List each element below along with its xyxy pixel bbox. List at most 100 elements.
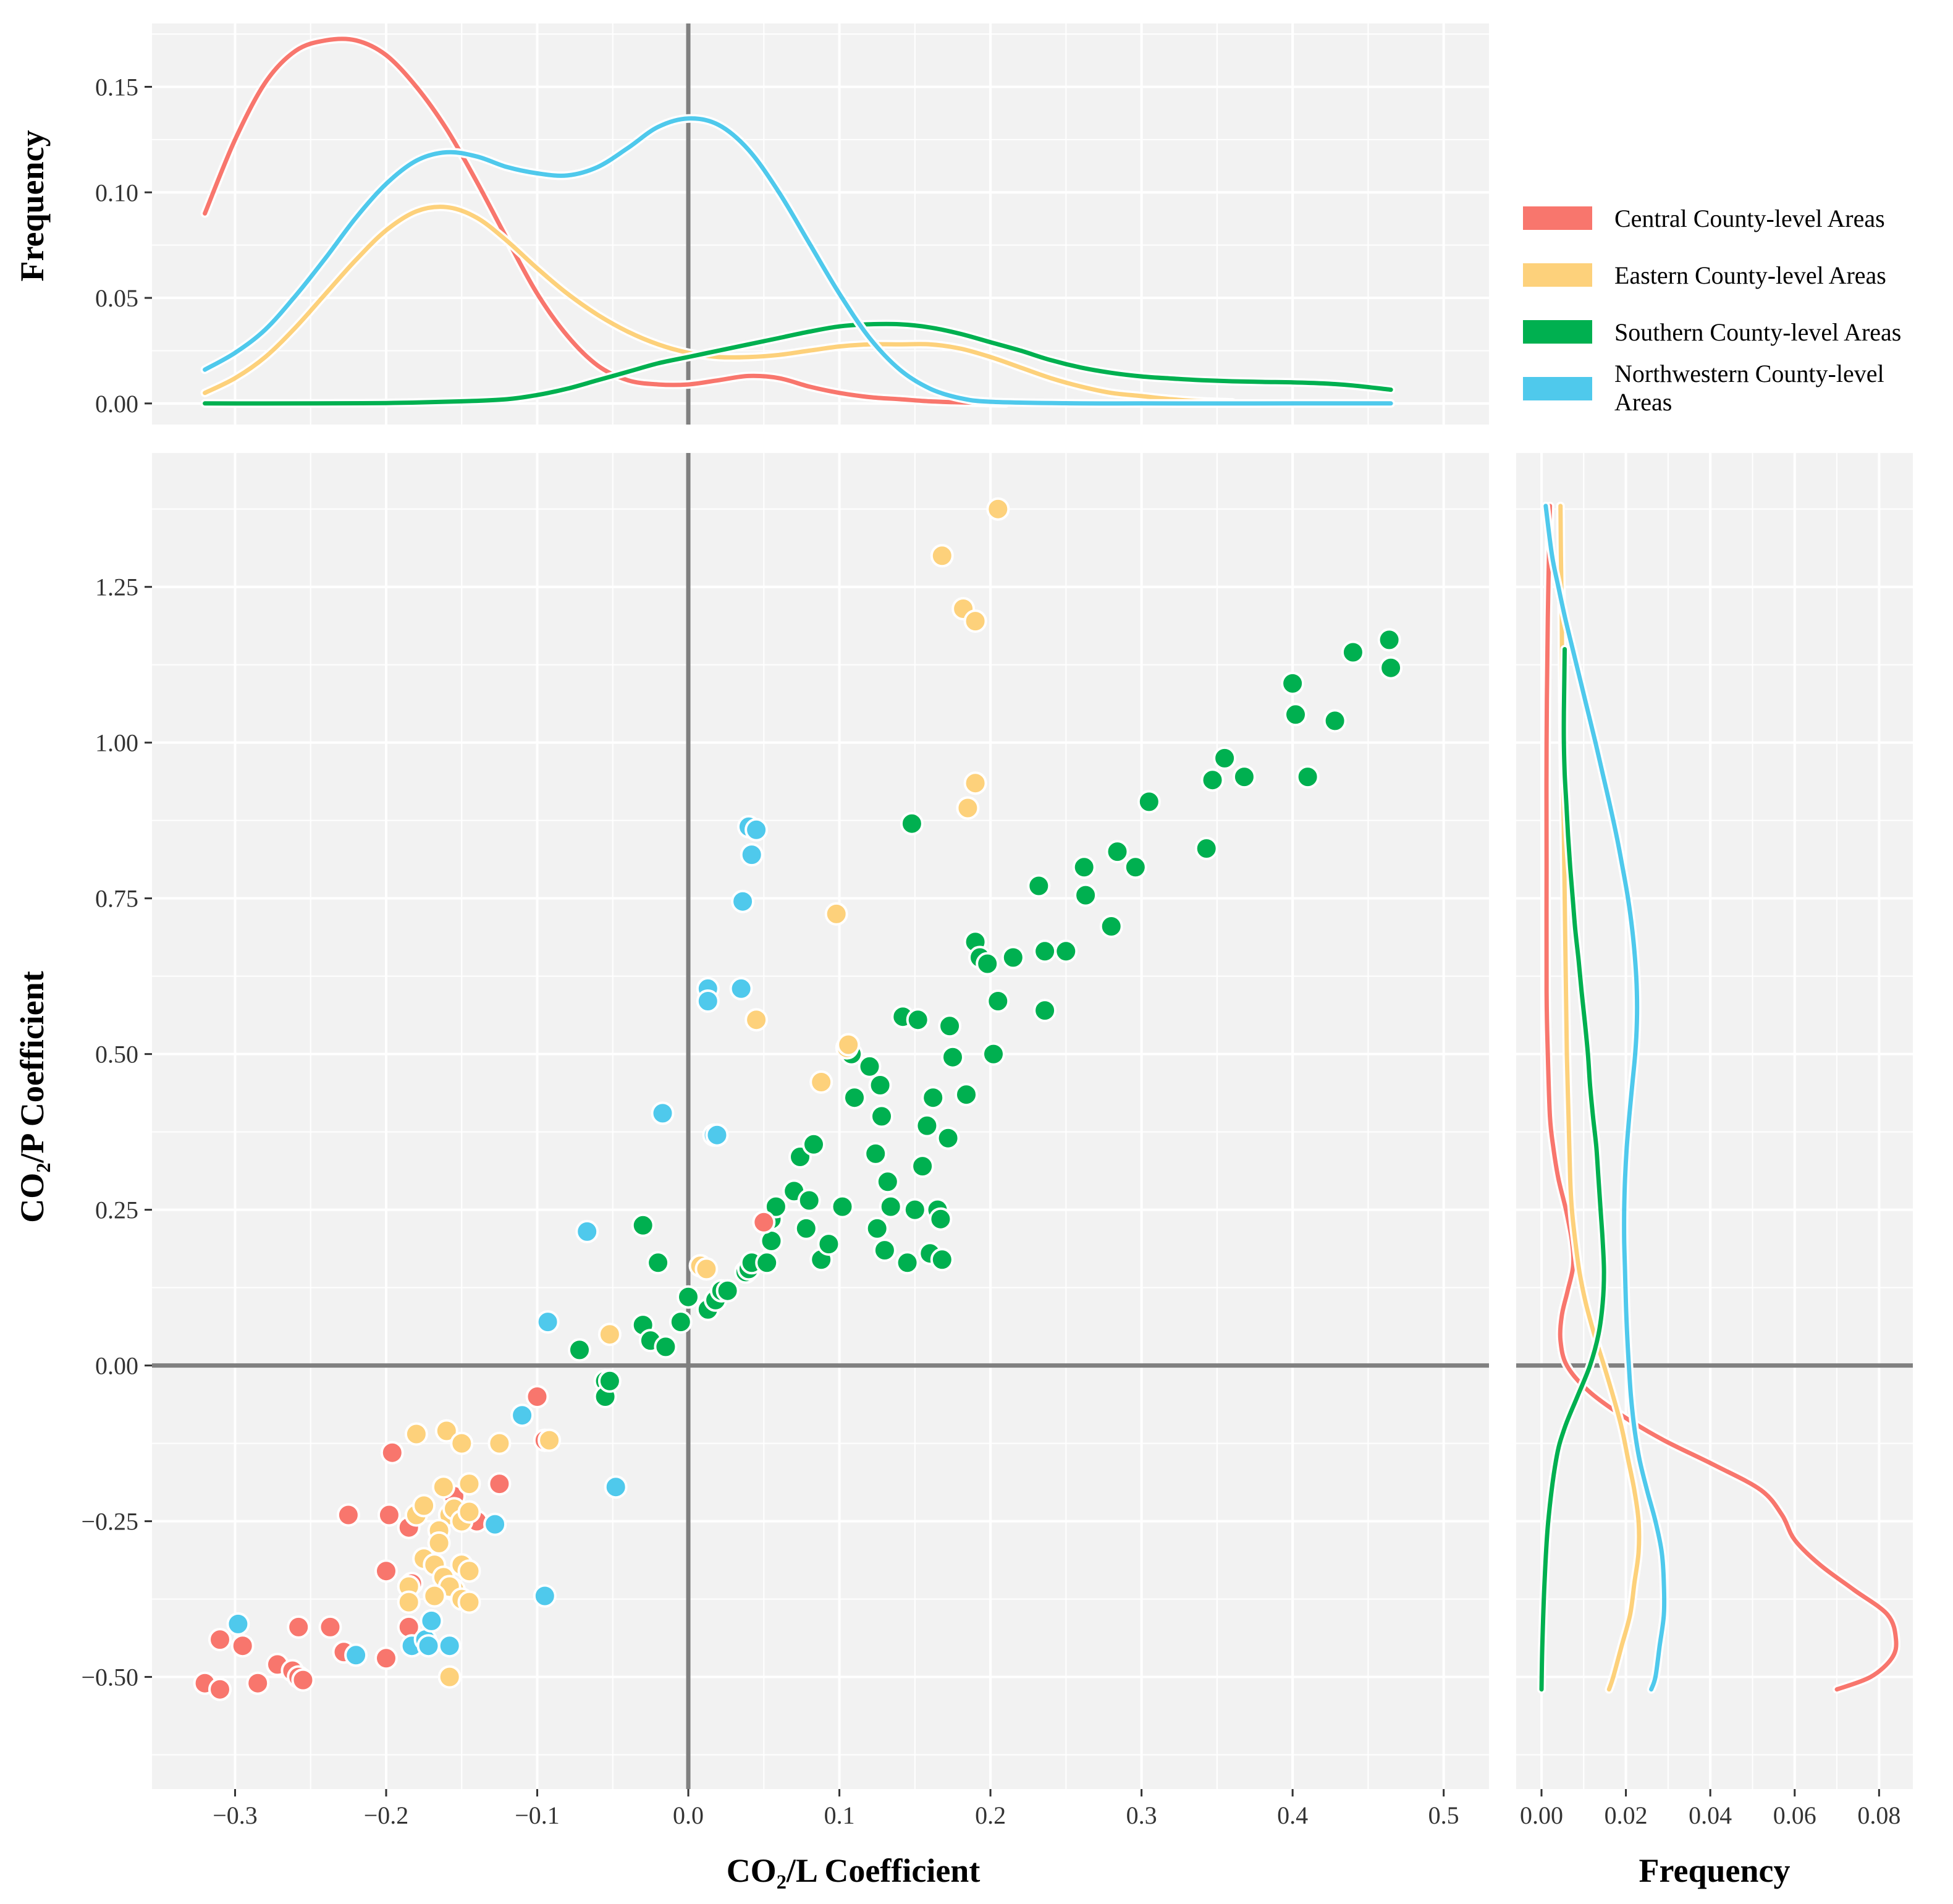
x-tick-label: 0.1 — [824, 1801, 855, 1829]
central-county-level-areas-point — [374, 1559, 398, 1583]
eastern-county-level-areas-point — [412, 1494, 436, 1518]
eastern-county-level-areas-point — [487, 1431, 512, 1455]
eastern-county-level-areas-point — [450, 1431, 474, 1455]
central-county-level-areas-point — [246, 1671, 270, 1695]
y-tick-label: 1.25 — [95, 573, 138, 601]
southern-county-level-areas-point — [1284, 703, 1307, 727]
density-tick-label: 0.10 — [95, 179, 138, 206]
southern-county-level-areas-point — [986, 989, 1010, 1013]
eastern-county-level-areas-point — [427, 1531, 451, 1555]
southern-county-level-areas-point — [976, 952, 1000, 976]
southern-county-level-areas-point — [755, 1251, 779, 1275]
density-tick-label: 0.00 — [95, 390, 138, 418]
eastern-county-level-areas-point — [457, 1500, 481, 1524]
northwestern-county-level-areas-point — [604, 1475, 628, 1499]
southern-county-level-areas-point — [794, 1216, 818, 1240]
southern-county-level-areas-point — [1200, 768, 1225, 792]
southern-county-level-areas-point — [1296, 765, 1320, 789]
top-panel-y-ticks: 0.00 0.05 0.10 0.15 — [95, 73, 152, 418]
southern-county-level-areas-point — [817, 1232, 841, 1256]
eastern-county-level-areas-point — [986, 497, 1010, 521]
eastern-county-level-areas-point — [930, 544, 954, 568]
southern-county-level-areas-point — [1194, 837, 1218, 860]
legend-item-central-county-level-areas: Central County-level Areas — [1523, 205, 1885, 232]
density-tick-label: 0.06 — [1773, 1801, 1816, 1829]
eastern-county-level-areas-point — [837, 1033, 861, 1057]
southern-county-level-areas-point — [906, 1008, 930, 1032]
southern-county-level-areas-point — [941, 1045, 964, 1069]
legend-label-line: Areas — [1614, 388, 1672, 416]
southern-county-level-areas-point — [654, 1335, 678, 1359]
top-density-y-axis-title: Frequency — [14, 130, 51, 282]
eastern-county-level-areas-point — [956, 796, 980, 820]
x-tick-label: −0.2 — [364, 1801, 409, 1829]
southern-county-level-areas-point — [1379, 656, 1403, 680]
density-tick-label: 0.05 — [95, 284, 138, 312]
northwestern-county-level-areas-density-curve — [1543, 504, 1667, 1692]
central-county-level-areas-legend-swatch — [1523, 206, 1592, 230]
x-tick-label: −0.3 — [213, 1801, 258, 1829]
southern-county-level-areas-point — [868, 1073, 892, 1097]
southern-county-level-areas-point — [929, 1207, 953, 1231]
density-tick-label: 0.04 — [1689, 1801, 1732, 1829]
northwestern-county-level-areas-legend-label: Northwestern County-level Areas — [1614, 360, 1884, 416]
southern-county-level-areas-point — [764, 1195, 788, 1219]
southern-county-level-areas-point — [930, 1248, 954, 1272]
central-county-level-areas-point — [374, 1646, 398, 1670]
right-density-panel: 0.00 0.02 0.04 0.06 0.08 — [1516, 453, 1913, 1829]
eastern-county-level-areas-point — [694, 1257, 719, 1281]
central-county-level-areas-legend-label: Central County-level Areas — [1614, 205, 1885, 232]
southern-county-level-areas-point — [1281, 671, 1305, 695]
northwestern-county-level-areas-point — [705, 1123, 729, 1147]
main-panel-reference-lines — [152, 453, 1489, 1789]
main-scatter-panel: −0.3 −0.2 −0.1 0.0 0.1 0.2 0.3 0.4 0.5 −0.50 −0.2… — [81, 453, 1489, 1829]
southern-county-level-areas-legend-label: Southern County-level Areas — [1614, 318, 1901, 346]
y-tick-label: 0.25 — [95, 1196, 138, 1224]
main-y-ticks: −0.50 −0.25 0.00 0.25 0.50 0.75 1.00 1.25 — [81, 573, 152, 1691]
southern-county-level-areas-point — [911, 1154, 935, 1178]
top-panel-background — [152, 23, 1489, 425]
southern-county-level-areas-point — [938, 1014, 962, 1038]
central-county-level-areas-point — [208, 1677, 232, 1701]
x-tick-label: 0.2 — [975, 1801, 1006, 1829]
y-tick-label: 0.00 — [95, 1352, 138, 1380]
eastern-county-level-areas-point — [963, 771, 987, 795]
southern-county-level-areas-point — [870, 1104, 893, 1128]
x-axis-title: CO₂/L Coefficient — [727, 1852, 981, 1889]
central-county-level-areas-point — [525, 1385, 549, 1408]
y-tick-label: −0.25 — [81, 1508, 138, 1536]
y-axis-title: CO₂/P Coefficient — [14, 971, 51, 1223]
central-county-level-areas-point — [487, 1472, 512, 1496]
central-county-level-areas-point — [318, 1615, 342, 1639]
eastern-county-level-areas-density-curve — [203, 205, 1234, 405]
northwestern-county-level-areas-point — [536, 1310, 560, 1334]
top-density-panel: 0.00 0.05 0.10 0.15 — [95, 23, 1489, 425]
southern-county-level-areas-point — [568, 1338, 591, 1362]
right-density-x-axis-title: Frequency — [1639, 1852, 1791, 1889]
eastern-county-level-areas-point — [437, 1665, 462, 1689]
main-panel-background — [152, 453, 1489, 1789]
northwestern-county-level-areas-point — [533, 1584, 557, 1608]
southern-county-level-areas-point — [802, 1132, 825, 1156]
southern-county-level-areas-point — [1341, 640, 1365, 664]
central-county-level-areas-point — [377, 1503, 401, 1527]
eastern-county-level-areas-point — [397, 1590, 421, 1614]
eastern-county-level-areas-point — [434, 1419, 458, 1443]
central-county-level-areas-point — [291, 1668, 315, 1692]
southern-county-level-areas-point — [921, 1086, 945, 1110]
southern-county-level-areas-point — [955, 1083, 978, 1107]
southern-county-level-areas-point — [1123, 855, 1147, 879]
southern-county-level-areas-point — [631, 1213, 655, 1237]
eastern-county-level-areas-point — [457, 1590, 481, 1614]
southern-county-level-areas-legend-swatch — [1523, 320, 1592, 344]
northwestern-county-level-areas-point — [745, 818, 769, 842]
density-tick-label: 0.02 — [1605, 1801, 1648, 1829]
eastern-county-level-areas-point — [809, 1070, 833, 1094]
x-tick-label: −0.1 — [515, 1801, 560, 1829]
density-tick-label: 0.15 — [95, 73, 138, 101]
southern-county-level-areas-point — [865, 1216, 889, 1240]
eastern-county-level-areas-point — [963, 609, 987, 633]
central-county-level-areas-point — [752, 1210, 776, 1234]
right-panel-x-ticks: 0.00 0.02 0.04 0.06 0.08 — [1520, 1789, 1900, 1829]
